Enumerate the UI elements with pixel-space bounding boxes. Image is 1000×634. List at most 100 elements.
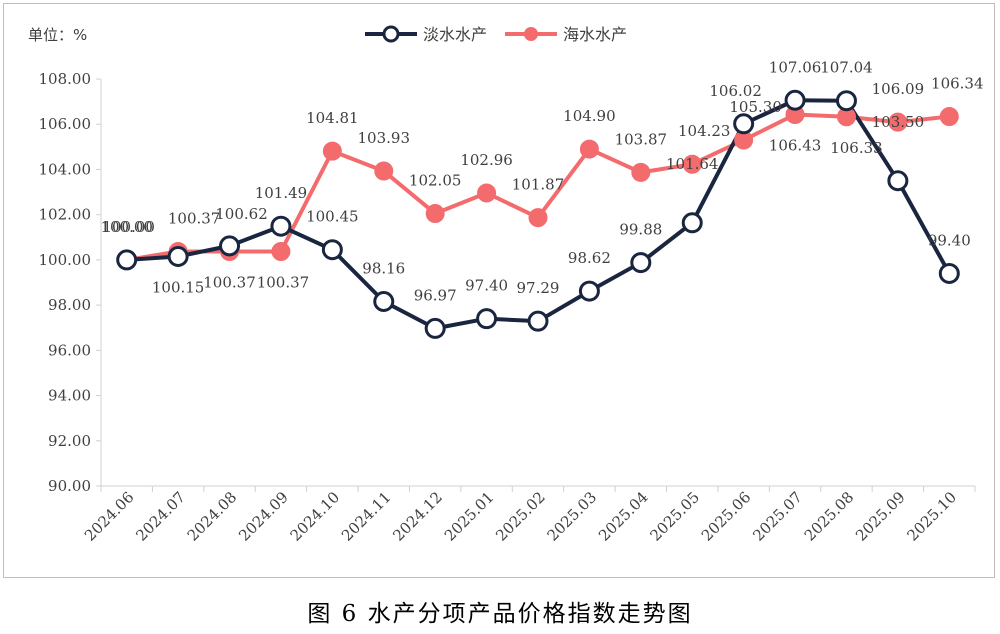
y-tick-label: 102.00 xyxy=(39,206,92,224)
data-point xyxy=(476,308,498,330)
data-label: 100.37 xyxy=(203,274,256,292)
data-point xyxy=(888,112,908,132)
data-point xyxy=(835,90,857,112)
data-point xyxy=(681,212,703,234)
data-point xyxy=(682,154,702,174)
data-label: 103.87 xyxy=(615,130,668,148)
legend-marker xyxy=(524,27,538,41)
data-point xyxy=(527,310,549,332)
data-label: 102.96 xyxy=(460,151,513,169)
data-point xyxy=(579,139,599,159)
data-point xyxy=(528,208,548,228)
y-tick-label: 106.00 xyxy=(39,115,92,133)
x-axis: 2024.062024.072024.082024.092024.102024.… xyxy=(81,485,976,545)
data-label: 106.43 xyxy=(769,136,822,154)
data-label: 107.04 xyxy=(820,59,873,77)
x-tick-label: 2025.07 xyxy=(749,488,806,545)
line-chart: 90.00 92.00 94.00 96.00 98.00 100.00 102.00 104… xyxy=(28,25,984,545)
x-tick-label: 2025.10 xyxy=(904,488,961,545)
data-label: 103.50 xyxy=(872,113,925,131)
data-label: 106.09 xyxy=(872,80,925,98)
data-label: 104.90 xyxy=(563,107,616,125)
y-tick-label: 94.00 xyxy=(48,387,91,405)
data-label: 101.49 xyxy=(255,184,308,202)
x-tick-label: 2024.08 xyxy=(184,488,241,545)
data-label: 100.62 xyxy=(215,205,268,223)
data-point xyxy=(270,215,292,237)
figure-caption: 图 6 水产分项产品价格指数走势图 xyxy=(307,601,693,627)
data-label: 98.62 xyxy=(568,249,611,267)
y-tick-label: 100.00 xyxy=(39,251,92,269)
legend-marker xyxy=(382,25,400,43)
unit-label: 单位：% xyxy=(28,26,87,44)
data-point xyxy=(271,242,291,262)
data-label: 96.97 xyxy=(414,286,457,304)
x-tick-label: 2025.09 xyxy=(852,488,909,545)
x-tick-label: 2025.04 xyxy=(595,488,652,545)
data-label: 102.05 xyxy=(409,172,462,190)
x-tick-label: 2025.02 xyxy=(492,488,549,545)
data-label: 104.81 xyxy=(306,109,359,127)
data-label: 99.40 xyxy=(928,231,971,249)
legend-label: 海水水产 xyxy=(563,25,627,44)
data-label: 101.87 xyxy=(512,176,565,194)
data-point xyxy=(219,235,241,257)
data-point xyxy=(733,113,755,135)
data-label: 106.33 xyxy=(830,139,883,157)
data-label: 104.23 xyxy=(678,122,731,140)
data-point xyxy=(887,170,909,192)
x-tick-label: 2024.09 xyxy=(235,488,292,545)
x-tick-label: 2025.06 xyxy=(698,488,755,545)
data-labels: 100.00 100.15 100.62 101.49 100.45 98.16 96.97… xyxy=(100,58,983,304)
data-label: 100.37 xyxy=(168,210,221,228)
data-label: 97.40 xyxy=(465,277,508,295)
data-label: 106.02 xyxy=(709,82,762,100)
data-point xyxy=(373,290,395,312)
y-tick-label: 98.00 xyxy=(48,296,91,314)
y-tick-label: 104.00 xyxy=(39,160,92,178)
data-label: 99.88 xyxy=(619,221,662,239)
data-point xyxy=(322,141,342,161)
data-label: 100.15 xyxy=(152,278,205,296)
x-tick-label: 2024.06 xyxy=(81,488,138,545)
data-point xyxy=(939,107,959,127)
y-tick-label: 108.00 xyxy=(39,70,92,88)
legend: 淡水水产 海水水产 xyxy=(365,25,627,44)
data-label: 100.37 xyxy=(257,274,310,292)
data-point xyxy=(477,183,497,203)
legend-label: 淡水水产 xyxy=(423,25,487,44)
data-point xyxy=(374,161,394,181)
data-point xyxy=(631,162,651,182)
data-point xyxy=(116,249,138,271)
data-label: 100.45 xyxy=(306,208,359,226)
y-tick-label: 90.00 xyxy=(48,477,91,495)
x-tick-label: 2025.08 xyxy=(801,488,858,545)
data-point xyxy=(630,252,652,274)
x-tick-label: 2025.01 xyxy=(441,488,498,545)
x-tick-label: 2024.10 xyxy=(287,488,344,545)
data-label: 105.30 xyxy=(729,98,782,116)
x-tick-label: 2025.05 xyxy=(646,488,703,545)
x-tick-label: 2024.11 xyxy=(338,488,395,545)
data-point xyxy=(424,317,446,339)
y-tick-label: 96.00 xyxy=(48,341,91,359)
data-label: 103.93 xyxy=(358,129,411,147)
data-point xyxy=(167,245,189,267)
data-label: 106.34 xyxy=(931,75,984,93)
data-point xyxy=(938,262,960,284)
series-lines xyxy=(116,89,960,339)
data-label: 107.06 xyxy=(769,58,822,76)
data-label: 100.00 xyxy=(100,218,153,236)
data-point xyxy=(784,89,806,111)
y-tick-label: 92.00 xyxy=(48,432,91,450)
data-label: 97.29 xyxy=(517,279,560,297)
data-label: 101.64 xyxy=(666,155,719,173)
x-tick-label: 2025.03 xyxy=(544,488,601,545)
data-point xyxy=(425,204,445,224)
data-label: 100.00 xyxy=(102,218,155,236)
y-axis: 90.00 92.00 94.00 96.00 98.00 100.00 102.00 104… xyxy=(39,70,102,495)
x-tick-label: 2024.07 xyxy=(132,488,189,545)
data-point xyxy=(321,239,343,261)
data-label: 98.16 xyxy=(362,259,405,277)
data-point xyxy=(578,280,600,302)
